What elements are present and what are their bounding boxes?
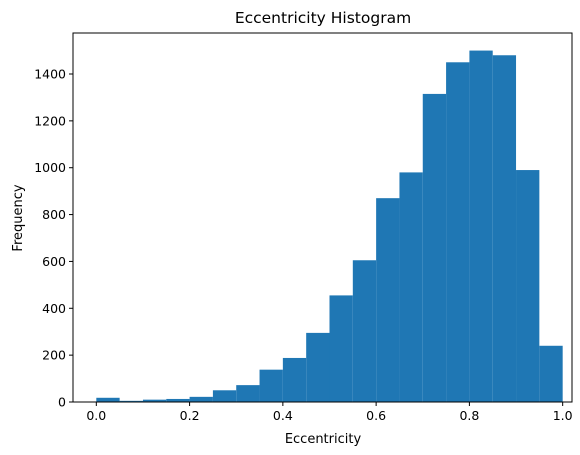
histogram-bar: [516, 170, 540, 402]
y-tick-label: 400: [42, 301, 66, 316]
x-tick-label: 0.2: [180, 408, 200, 423]
histogram-bar: [422, 93, 447, 403]
histogram-bar: [142, 399, 167, 402]
histogram-bar: [212, 390, 237, 402]
y-tick-label: 1400: [34, 67, 66, 82]
histogram-bar: [306, 332, 330, 402]
x-axis-ticks: 0.0 0.2 0.4 0.6 0.8 1.0: [86, 402, 573, 423]
y-tick-label: 1200: [34, 113, 66, 128]
plot-frame: [72, 32, 573, 403]
histogram-bar: [119, 400, 143, 402]
histogram-bar: [376, 198, 400, 402]
bars-group: [96, 50, 563, 403]
x-tick-label: 0.0: [86, 408, 106, 423]
x-axis-label: Eccentricity: [285, 432, 362, 447]
histogram-bar: [282, 357, 307, 402]
histogram-bar: [492, 55, 517, 402]
histogram-bar: [166, 398, 190, 402]
chart-title: Eccentricity Histogram: [235, 9, 411, 27]
histogram-bar: [189, 396, 213, 402]
y-tick-label: 0: [58, 395, 66, 410]
histogram-bar: [399, 172, 423, 402]
histogram-bar: [446, 62, 470, 403]
y-tick-label: 1000: [34, 160, 66, 175]
histogram-bar: [259, 369, 283, 402]
x-tick-label: 0.4: [273, 408, 293, 423]
x-tick-label: 0.6: [366, 408, 386, 423]
y-tick-label: 800: [42, 207, 66, 222]
x-tick-label: 1.0: [553, 408, 573, 423]
y-axis-ticks: 0 200 400 600 800 1000 1200 1400: [34, 67, 73, 410]
histogram-bar: [236, 385, 260, 402]
x-tick-label: 0.8: [459, 408, 479, 423]
histogram-bar: [96, 397, 120, 402]
histogram-bar: [352, 260, 377, 402]
y-axis-label: Frequency: [11, 184, 26, 251]
histogram-bar: [329, 295, 353, 402]
histogram-bar: [539, 345, 563, 402]
y-tick-label: 200: [42, 348, 66, 363]
y-tick-label: 600: [42, 254, 66, 269]
histogram-bar: [469, 50, 493, 402]
